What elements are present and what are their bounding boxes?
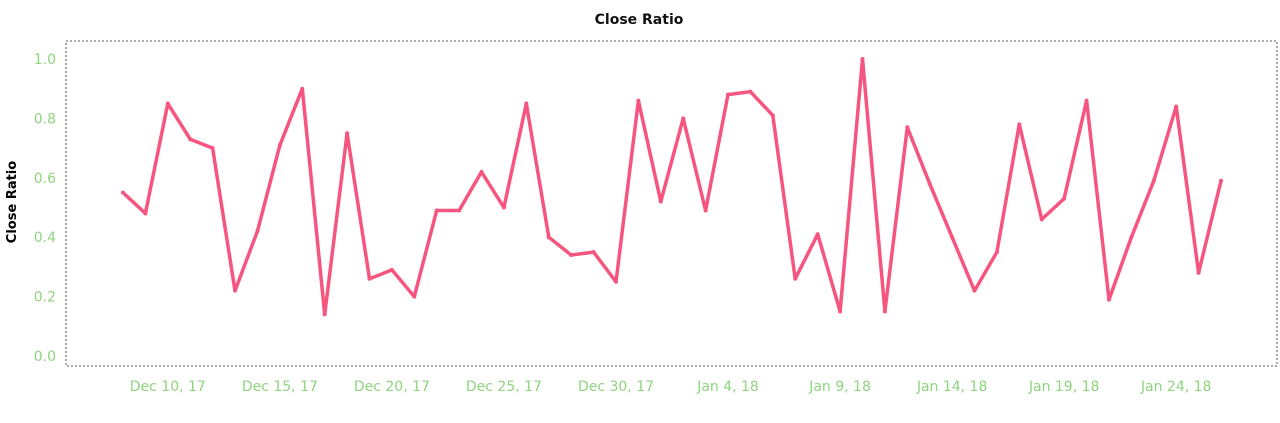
- data-point: [681, 116, 686, 121]
- data-point: [1129, 235, 1134, 240]
- data-point: [591, 250, 596, 255]
- y-tick-label: 0.8: [34, 111, 56, 127]
- data-point: [255, 229, 260, 234]
- y-tick-label: 0.4: [34, 230, 56, 246]
- y-tick-label: 0.0: [34, 349, 56, 365]
- data-point: [434, 208, 439, 213]
- data-point: [546, 235, 551, 240]
- data-point: [815, 232, 820, 237]
- data-point: [658, 199, 663, 204]
- data-point: [1106, 297, 1111, 302]
- x-tick-label: Jan 9, 18: [808, 379, 871, 395]
- data-point: [1196, 270, 1201, 275]
- data-point: [770, 113, 775, 118]
- data-point: [165, 101, 170, 106]
- x-axis-ticks: Dec 10, 17 Dec 15, 17 Dec 20, 17 Dec 25, 17…: [130, 379, 1212, 395]
- plot-frame: [65, 40, 1278, 367]
- data-point: [233, 288, 238, 293]
- data-point: [277, 143, 282, 148]
- data-point: [121, 190, 125, 195]
- data-point: [210, 146, 215, 151]
- data-point: [838, 309, 843, 314]
- data-point: [1151, 178, 1156, 183]
- data-point: [501, 205, 506, 210]
- x-tick-label: Jan 4, 18: [696, 379, 759, 395]
- data-point: [322, 312, 327, 317]
- data-point: [793, 276, 798, 281]
- data-point: [412, 294, 417, 299]
- data-point: [389, 267, 394, 272]
- x-tick-label: Dec 30, 17: [578, 379, 654, 395]
- data-point: [569, 253, 574, 258]
- y-axis-ticks: 0.0 0.2 0.4 0.6 0.8 1.0: [34, 52, 56, 365]
- data-point: [860, 57, 865, 61]
- data-point: [345, 131, 350, 136]
- x-tick-label: Dec 10, 17: [130, 379, 206, 395]
- data-point: [457, 208, 462, 213]
- x-tick-label: Dec 15, 17: [242, 379, 318, 395]
- data-point: [1017, 122, 1022, 127]
- data-point: [367, 276, 372, 281]
- data-point: [1174, 104, 1179, 109]
- y-tick-label: 0.2: [34, 290, 56, 306]
- data-point: [994, 250, 999, 255]
- data-point: [972, 288, 977, 293]
- data-point: [703, 208, 708, 213]
- x-tick-label: Jan 19, 18: [1028, 379, 1100, 395]
- data-point: [479, 169, 484, 174]
- data-point: [636, 98, 641, 103]
- data-point: [1062, 196, 1067, 201]
- x-tick-label: Dec 20, 17: [354, 379, 430, 395]
- y-tick-label: 1.0: [34, 52, 56, 68]
- data-point: [613, 279, 618, 284]
- y-axis-label: Close Ratio: [5, 161, 20, 243]
- data-point: [748, 89, 753, 94]
- data-point: [1219, 178, 1223, 183]
- x-tick-label: Dec 25, 17: [466, 379, 542, 395]
- data-point: [1039, 217, 1044, 222]
- series-group: [121, 57, 1223, 317]
- data-point: [882, 309, 887, 314]
- chart-title: Close Ratio: [595, 12, 684, 28]
- data-point: [950, 235, 955, 240]
- data-point: [726, 92, 731, 97]
- data-point: [524, 101, 529, 106]
- data-point: [1084, 98, 1089, 103]
- data-point: [905, 125, 910, 130]
- data-point: [927, 181, 932, 186]
- data-point: [188, 137, 193, 142]
- data-point: [143, 211, 148, 216]
- x-tick-label: Jan 14, 18: [916, 379, 988, 395]
- data-point: [300, 86, 305, 91]
- y-tick-label: 0.6: [34, 171, 56, 187]
- x-tick-label: Jan 24, 18: [1140, 379, 1212, 395]
- series-line: [121, 57, 1223, 317]
